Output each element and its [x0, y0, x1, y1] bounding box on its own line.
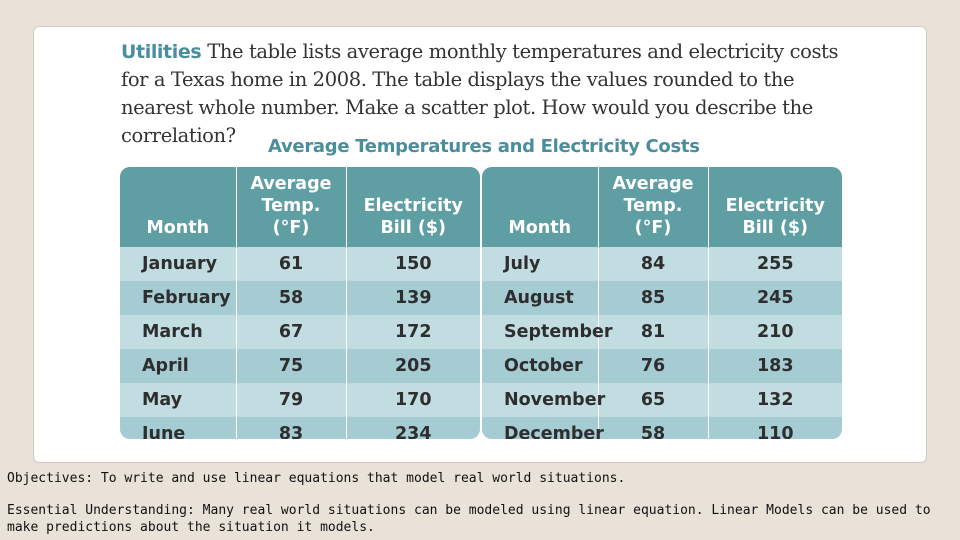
cell-month: June — [120, 417, 236, 439]
cell-month: January — [120, 247, 236, 281]
table-title: Average Temperatures and Electricity Cos… — [268, 136, 700, 157]
objectives-text: Objectives: To write and use linear equa… — [7, 471, 626, 486]
cell-bill: 183 — [707, 349, 842, 383]
problem-text: The table lists average monthly temperat… — [121, 40, 839, 147]
data-table-right: Month Average Temp. (°F) Electricity Bil… — [482, 167, 842, 439]
table-row: September 81 210 — [482, 315, 842, 349]
cell-temp: 58 — [235, 281, 346, 315]
table-row: April 75 205 — [120, 349, 480, 383]
cell-bill: 110 — [707, 417, 842, 439]
table-row: October 76 183 — [482, 349, 842, 383]
cell-bill: 255 — [707, 247, 842, 281]
problem-statement: Utilities The table lists average monthly… — [121, 38, 851, 150]
cell-bill: 234 — [345, 417, 480, 439]
table-row: March 67 172 — [120, 315, 480, 349]
data-table-left: Month Average Temp. (°F) Electricity Bil… — [120, 167, 480, 439]
cell-bill: 170 — [345, 383, 480, 417]
header-temp: Average Temp. (°F) — [597, 167, 708, 247]
table-row: June 83 234 — [120, 417, 480, 439]
cell-bill: 139 — [345, 281, 480, 315]
table-row: February 58 139 — [120, 281, 480, 315]
cell-temp: 65 — [597, 383, 708, 417]
cell-temp: 84 — [597, 247, 708, 281]
table-row: July 84 255 — [482, 247, 842, 281]
cell-bill: 132 — [707, 383, 842, 417]
cell-temp: 58 — [597, 417, 708, 439]
table-row: January 61 150 — [120, 247, 480, 281]
cell-temp: 85 — [597, 281, 708, 315]
cell-bill: 245 — [707, 281, 842, 315]
cell-month: July — [482, 247, 598, 281]
header-month: Month — [120, 167, 236, 247]
header-bill: Electricity Bill ($) — [707, 167, 842, 247]
cell-month: August — [482, 281, 598, 315]
cell-bill: 210 — [707, 315, 842, 349]
cell-temp: 75 — [235, 349, 346, 383]
essential-understanding-text: Essential Understanding: Many real world… — [7, 503, 931, 535]
cell-month: November — [482, 383, 605, 417]
cell-month: April — [120, 349, 236, 383]
problem-lead: Utilities — [121, 41, 202, 63]
cell-bill: 172 — [345, 315, 480, 349]
cell-month: February — [120, 281, 236, 315]
cell-bill: 205 — [345, 349, 480, 383]
header-temp: Average Temp. (°F) — [235, 167, 346, 247]
table-row: November 65 132 — [482, 383, 842, 417]
cell-month: March — [120, 315, 236, 349]
cell-month: October — [482, 349, 598, 383]
cell-month: September — [482, 315, 613, 349]
header-bill: Electricity Bill ($) — [345, 167, 480, 247]
cell-bill: 150 — [345, 247, 480, 281]
header-month: Month — [482, 167, 598, 247]
cell-month: May — [120, 383, 236, 417]
cell-temp: 61 — [235, 247, 346, 281]
cell-temp: 81 — [597, 315, 708, 349]
cell-temp: 76 — [597, 349, 708, 383]
table-row: May 79 170 — [120, 383, 480, 417]
cell-temp: 79 — [235, 383, 346, 417]
cell-temp: 67 — [235, 315, 346, 349]
table-row: August 85 245 — [482, 281, 842, 315]
cell-month: December — [482, 417, 604, 439]
table-row: December 58 110 — [482, 417, 842, 439]
cell-temp: 83 — [235, 417, 346, 439]
